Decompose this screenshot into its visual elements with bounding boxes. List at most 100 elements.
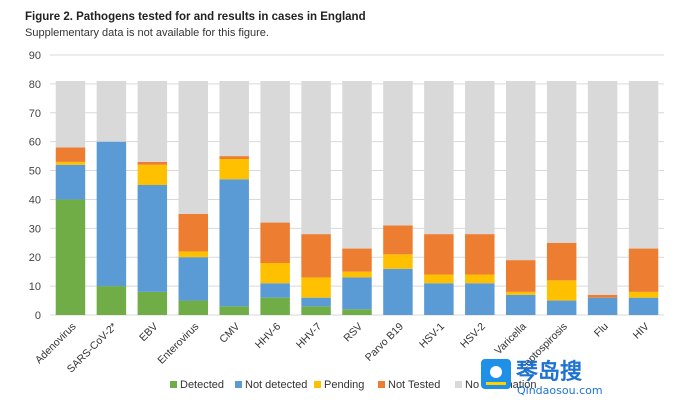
bar-segment (260, 283, 290, 298)
bar-segment (628, 297, 659, 315)
watermark-text: 琴岛搜 (516, 359, 583, 385)
bar-segment (137, 161, 168, 165)
bar-segment (587, 81, 618, 295)
legend-label: Not Tested (388, 379, 440, 391)
bar-segment (301, 81, 331, 235)
y-tick-label: 60 (29, 137, 41, 149)
bar-segment (260, 297, 290, 315)
bar-segment (628, 81, 659, 249)
bar-segment (546, 280, 577, 301)
x-tick-label: HSV-1 (417, 321, 447, 351)
bar-segment (301, 277, 331, 298)
bar-segment (55, 161, 86, 165)
bar-segment (178, 257, 209, 301)
bar-segment (465, 274, 495, 284)
legend-swatch (314, 381, 321, 388)
bar-segment (505, 260, 536, 292)
bar-segment (301, 297, 331, 307)
bar-segment (137, 81, 168, 162)
bar-segment (178, 213, 209, 252)
bar-segment (424, 283, 454, 315)
bar-segment (505, 81, 536, 261)
bar-segment (219, 81, 249, 157)
bar-segment (465, 81, 495, 235)
watermark-icon-dot (490, 366, 502, 378)
bar-segment (55, 147, 86, 162)
bar-segment (424, 234, 454, 275)
page-subtitle: Supplementary data is not available for … (25, 27, 269, 39)
bar-segment (96, 286, 127, 315)
x-tick-label: RSV (341, 321, 365, 345)
bar-segment (178, 251, 209, 258)
bar-segment (383, 254, 413, 269)
y-tick-label: 30 (29, 223, 41, 235)
bar-segment (260, 263, 290, 284)
bar-segment (137, 185, 168, 292)
bar-segment (546, 242, 577, 281)
bar-segment (219, 179, 249, 307)
bar-segment (342, 271, 372, 278)
y-tick-label: 90 (29, 50, 41, 62)
bar-segment (342, 248, 372, 272)
bar-segment (383, 225, 413, 255)
bar-segment (178, 300, 209, 315)
bar-segment (342, 309, 372, 315)
watermark-icon-bar (486, 382, 506, 385)
y-tick-label: 80 (29, 79, 41, 91)
bar-segment (137, 291, 168, 315)
x-tick-label: HSV-2 (458, 321, 488, 351)
x-tick-label: CMV (217, 321, 242, 346)
bar-segment (505, 294, 536, 315)
legend-swatch (378, 381, 385, 388)
bar-segment (546, 81, 577, 243)
watermark-url: Qindaosou.com (517, 384, 603, 397)
legend-label: Pending (324, 379, 364, 391)
bar-segment (178, 81, 209, 214)
bar-segment (546, 300, 577, 315)
legend-swatch (455, 381, 462, 388)
bar-segment (96, 141, 127, 287)
bar-segment (342, 81, 372, 249)
watermark-logo: 琴岛搜 Qindaosou.com (481, 359, 603, 397)
chart-bars (55, 81, 659, 315)
legend-swatch (235, 381, 242, 388)
bar-segment (301, 306, 331, 315)
bar-segment (424, 81, 454, 235)
bar-segment (55, 81, 86, 148)
y-tick-label: 70 (29, 108, 41, 120)
x-tick-label: Enterovirus (155, 321, 201, 367)
y-axis-ticks: 0 10 20 30 40 50 60 70 80 90 (29, 50, 41, 322)
bar-segment (55, 199, 86, 315)
y-tick-label: 50 (29, 166, 41, 178)
bar-segment (465, 283, 495, 315)
bar-segment (55, 164, 86, 200)
y-tick-label: 10 (29, 281, 41, 293)
bar-segment (219, 306, 249, 315)
bar-segment (587, 294, 618, 298)
legend-label: Not detected (245, 379, 307, 391)
y-tick-label: 0 (35, 310, 41, 322)
legend-label: Detected (180, 379, 224, 391)
bar-segment (383, 268, 413, 315)
x-tick-label: HIV (631, 321, 652, 342)
bar-segment (219, 156, 249, 159)
legend-swatch (170, 381, 177, 388)
bar-segment (587, 297, 618, 315)
x-tick-label: HHV-6 (253, 321, 283, 351)
x-tick-label: HHV-7 (294, 321, 324, 351)
bar-segment (137, 164, 168, 185)
bar-segment (342, 277, 372, 310)
y-tick-label: 20 (29, 252, 41, 264)
bar-segment (260, 222, 290, 263)
bar-segment (465, 234, 495, 275)
bar-segment (424, 274, 454, 284)
x-tick-label: Varicella (492, 321, 529, 358)
bar-segment (628, 248, 659, 292)
page-title: Figure 2. Pathogens tested for and resul… (25, 11, 366, 23)
bar-segment (383, 81, 413, 226)
y-tick-label: 40 (29, 194, 41, 206)
bar-segment (219, 159, 249, 180)
bar-segment (260, 81, 290, 223)
x-tick-label: Parvo B19 (363, 321, 406, 364)
